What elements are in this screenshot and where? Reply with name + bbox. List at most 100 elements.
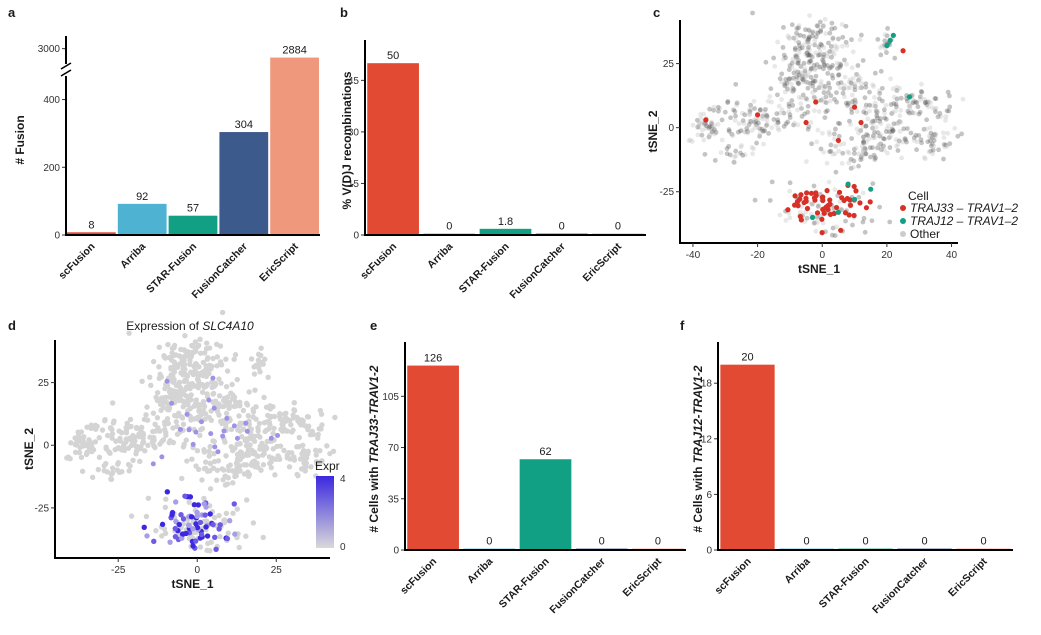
point-low-expr — [99, 427, 106, 433]
point-low-expr — [229, 381, 235, 388]
point-other — [933, 131, 939, 137]
point-other — [932, 96, 938, 101]
point-low-expr — [228, 426, 235, 433]
point-traj33 — [794, 199, 801, 205]
point-other — [919, 89, 925, 95]
point-other — [776, 103, 782, 109]
point-high-expr — [190, 441, 196, 447]
point-other — [747, 109, 753, 115]
point-low-expr — [154, 415, 161, 421]
point-other — [937, 111, 943, 116]
value-label-f-1: 0 — [803, 536, 809, 548]
point-low-expr — [250, 459, 256, 465]
point-other — [857, 85, 863, 91]
point-other — [752, 125, 758, 131]
y-tick-label-c-2: 25 — [663, 59, 675, 70]
point-high-expr — [201, 501, 207, 507]
point-other — [906, 103, 912, 109]
point-low-expr — [172, 362, 178, 368]
point-other — [764, 123, 769, 128]
point-other — [897, 85, 903, 91]
point-other — [917, 94, 923, 100]
point-other — [696, 123, 701, 129]
category-label-a-0: scFusion — [56, 241, 97, 282]
point-other — [706, 125, 712, 131]
point-low-expr — [258, 467, 264, 473]
point-other — [832, 136, 837, 142]
point-other — [782, 81, 788, 87]
point-other — [877, 118, 883, 124]
point-other — [877, 45, 883, 50]
point-other — [884, 50, 889, 55]
point-other — [738, 128, 744, 134]
point-other — [860, 58, 866, 63]
point-low-expr — [115, 461, 121, 467]
point-other — [836, 72, 841, 78]
point-low-expr — [180, 421, 187, 428]
point-low-expr — [174, 423, 180, 430]
legend-label-c-0: TRAJ33 – TRAV1–2 — [910, 201, 1018, 215]
point-other — [881, 147, 887, 153]
point-low-expr — [289, 429, 295, 435]
point-other — [913, 132, 919, 138]
point-other — [870, 145, 875, 151]
point-other — [872, 95, 877, 100]
point-low-expr — [125, 445, 132, 451]
point-other — [747, 111, 752, 117]
point-other — [807, 47, 812, 53]
point-other — [922, 100, 928, 106]
point-other — [836, 133, 842, 139]
point-low-expr — [193, 360, 199, 367]
point-low-expr — [214, 467, 221, 473]
category-label-f-1: Arriba — [782, 556, 812, 586]
point-other — [814, 23, 820, 29]
value-label-b-0: 50 — [387, 50, 399, 62]
point-other — [863, 151, 869, 157]
point-other — [930, 135, 936, 141]
point-other — [838, 63, 844, 69]
point-low-expr — [211, 451, 217, 457]
point-low-expr — [267, 422, 273, 428]
point-other — [882, 38, 888, 44]
point-low-expr — [214, 354, 220, 360]
category-label-a-1: Arriba — [118, 241, 148, 271]
point-other — [898, 107, 904, 113]
point-low-expr — [281, 447, 287, 454]
point-other — [854, 71, 859, 77]
point-low-expr — [201, 350, 208, 356]
point-high-expr — [207, 511, 213, 517]
point-other — [794, 55, 800, 61]
point-other — [860, 190, 866, 196]
point-other — [874, 110, 880, 115]
value-label-b-1: 0 — [446, 221, 452, 233]
point-other — [863, 123, 869, 129]
point-other — [916, 133, 922, 138]
point-low-expr — [109, 435, 115, 441]
point-high-expr — [231, 501, 237, 507]
point-traj33 — [754, 112, 761, 118]
point-other — [821, 61, 827, 67]
point-other — [719, 117, 725, 123]
point-low-expr — [205, 354, 211, 361]
point-other — [793, 54, 799, 60]
point-traj33 — [819, 230, 825, 236]
point-other — [844, 61, 849, 67]
point-other — [870, 133, 876, 139]
x-axis-title-d: tSNE_1 — [171, 577, 213, 591]
point-other — [806, 80, 812, 86]
point-other — [698, 111, 703, 117]
point-other — [921, 126, 927, 132]
point-other — [725, 99, 731, 104]
point-other — [918, 89, 924, 94]
point-low-expr — [313, 452, 319, 458]
point-other — [805, 126, 811, 132]
point-other — [846, 160, 852, 166]
point-low-expr — [214, 408, 221, 415]
point-other — [946, 108, 952, 114]
x-tick-label-c-4: 40 — [946, 250, 958, 261]
point-other — [807, 13, 813, 18]
point-low-expr — [298, 422, 304, 428]
point-other — [913, 99, 918, 105]
point-other — [872, 130, 878, 136]
point-traj33 — [853, 188, 859, 194]
